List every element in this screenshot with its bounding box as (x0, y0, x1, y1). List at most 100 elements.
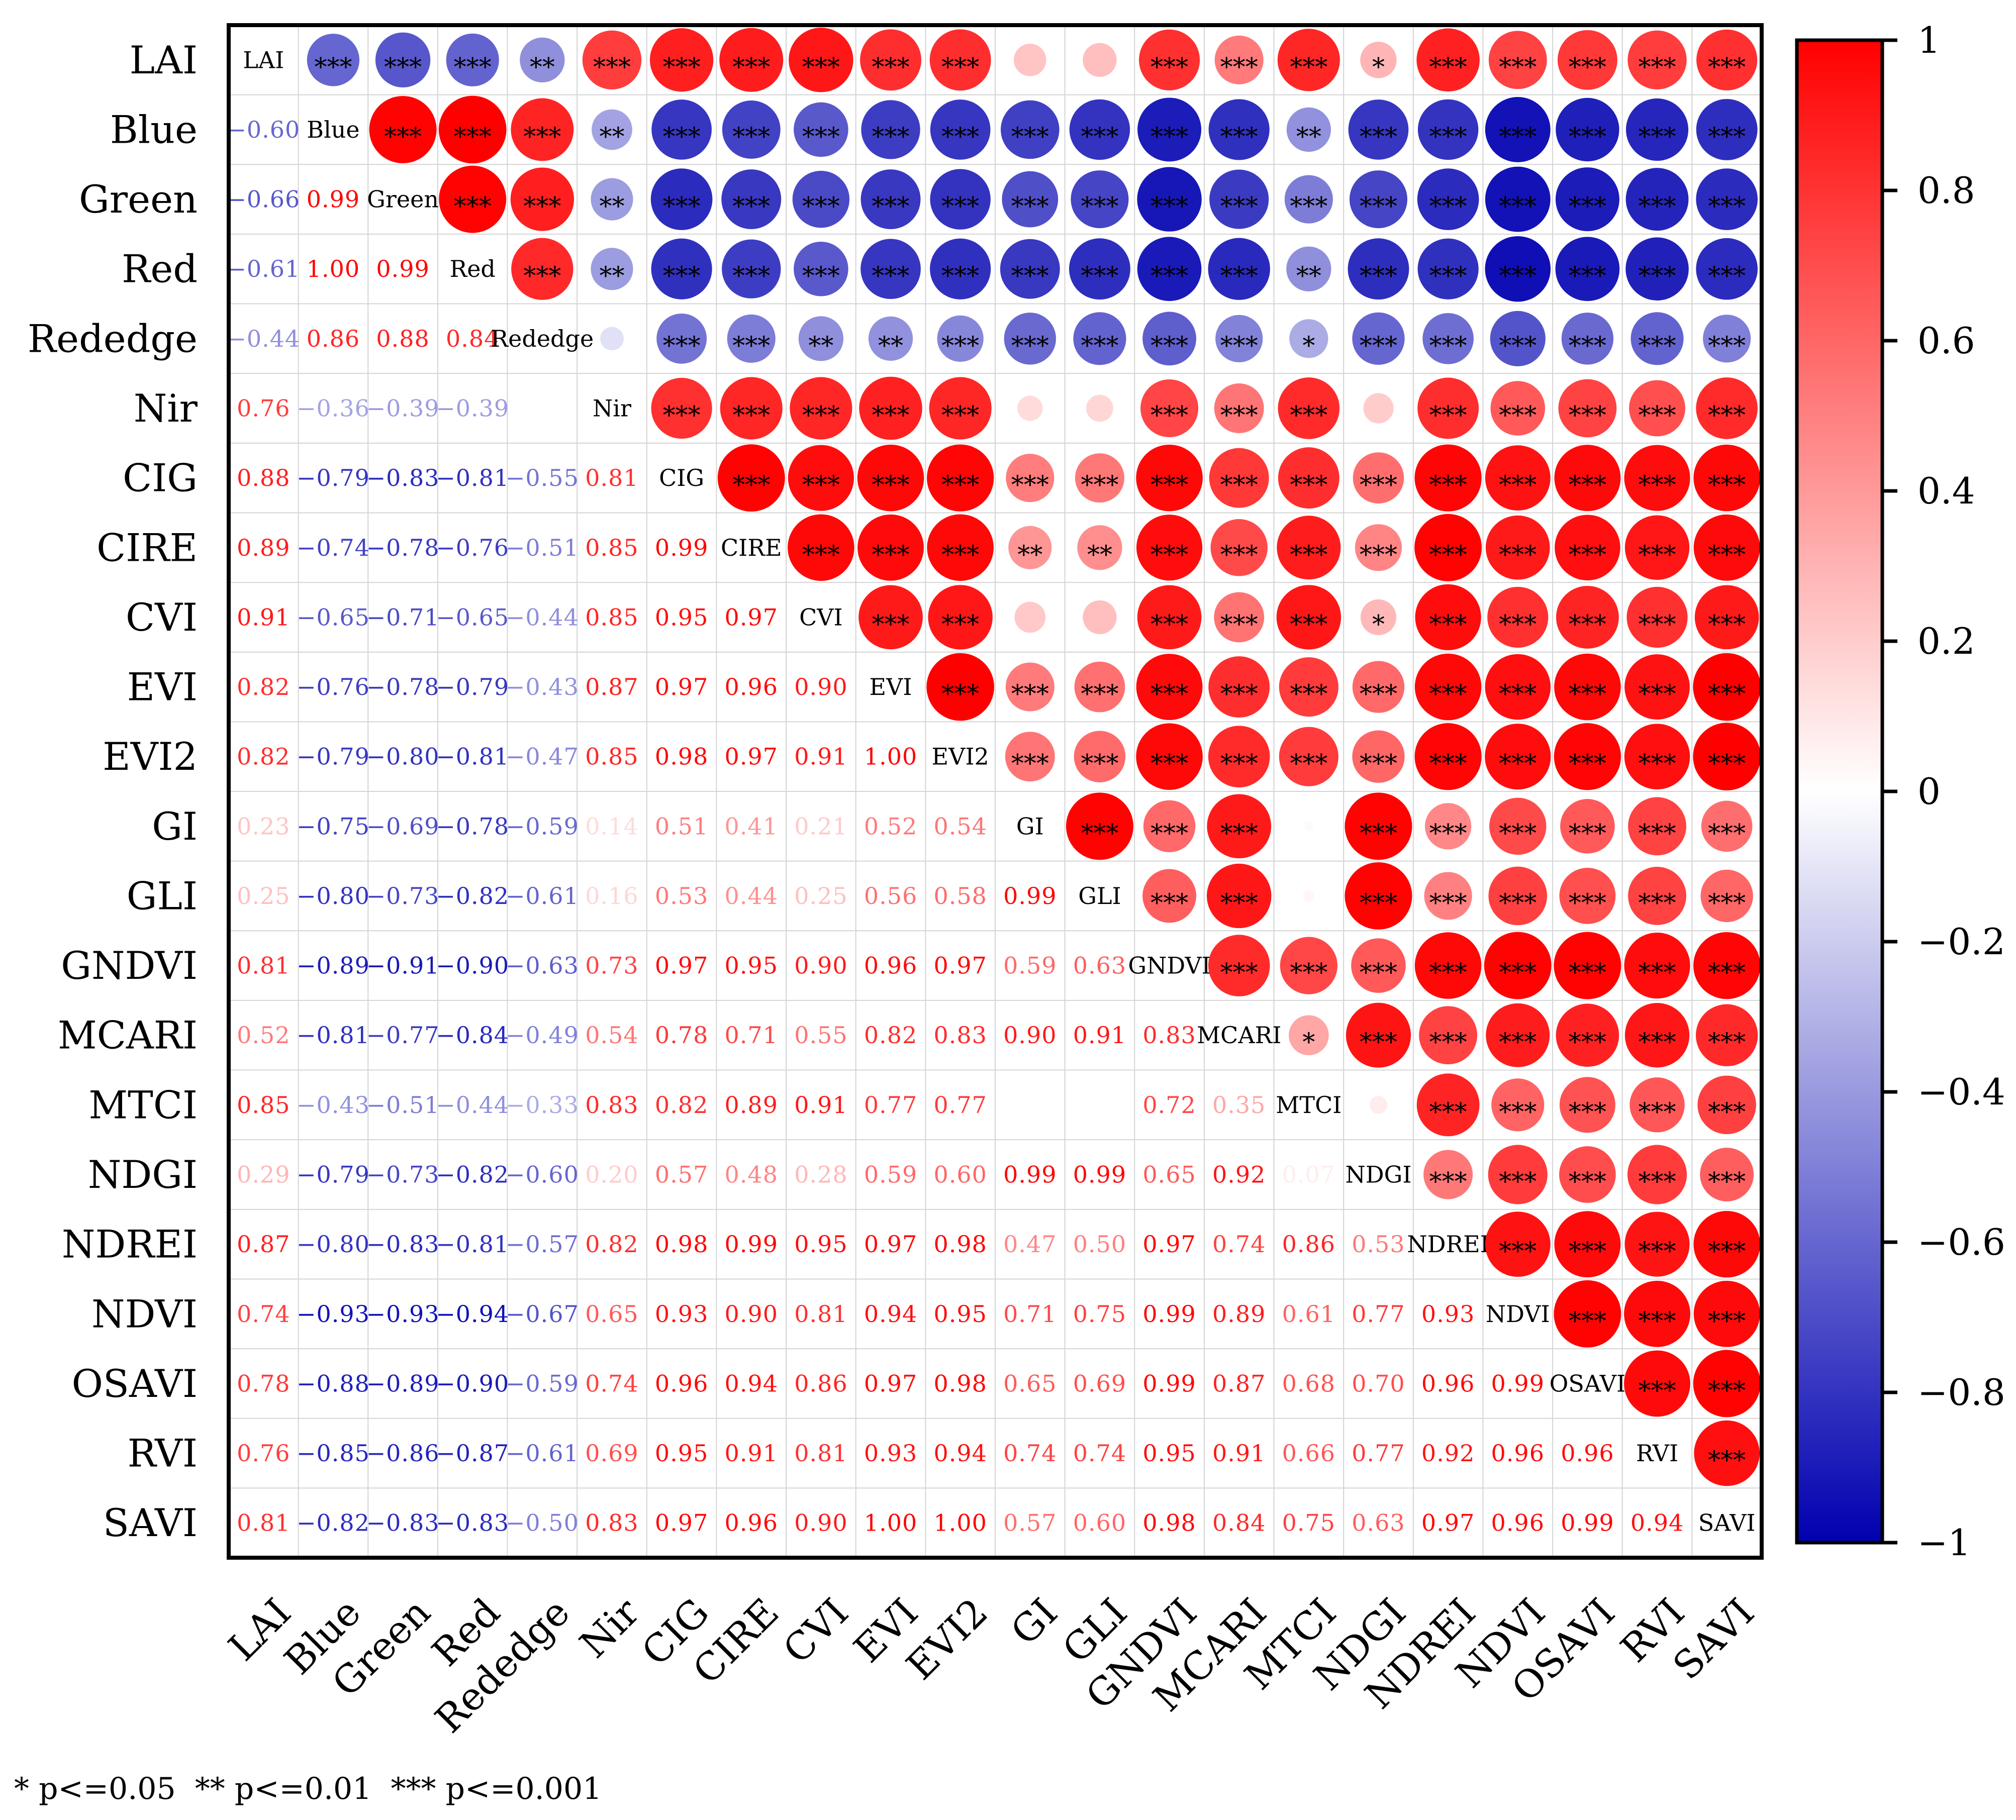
coefficient-label: 0.99 (725, 1231, 778, 1258)
column-label: EVI2 (898, 1590, 996, 1688)
coefficient-label: −0.93 (297, 1300, 370, 1328)
significance-stars: *** (1429, 401, 1467, 430)
correlation-circle (1286, 246, 1331, 291)
significance-stars: *** (1569, 540, 1606, 569)
coefficient-label: 0.95 (655, 603, 708, 631)
colorbar-tick-label: 0.6 (1917, 320, 1975, 362)
correlation-circle (794, 241, 848, 296)
significance-stars: *** (1220, 470, 1258, 499)
significance-stars: *** (1569, 1028, 1606, 1057)
significance-stars: *** (732, 261, 770, 290)
significance-stars: *** (1499, 470, 1537, 499)
coefficient-label: 0.94 (933, 1440, 987, 1467)
correlation-circle (1693, 1350, 1761, 1418)
correlation-circle (1086, 394, 1113, 422)
correlation-circle (1624, 932, 1690, 999)
significance-stars: *** (1150, 819, 1188, 848)
correlation-circle (1414, 653, 1482, 721)
correlation-circle (1424, 872, 1472, 920)
colorbar-tick-label: 0.4 (1917, 470, 1975, 512)
correlation-circle (520, 37, 565, 82)
correlation-circle (1485, 166, 1551, 232)
colorbar-tick-label: −0.4 (1917, 1071, 2005, 1113)
significance-stars: *** (1569, 331, 1606, 360)
correlation-circle (1554, 932, 1621, 999)
correlation-circle (1693, 653, 1761, 721)
significance-stars: *** (941, 401, 979, 430)
coefficient-label: −0.57 (506, 1231, 579, 1258)
coefficient-label: 0.54 (585, 1022, 638, 1049)
coefficient-label: 0.60 (1073, 1509, 1126, 1537)
significance-stars: *** (1708, 1376, 1746, 1405)
coefficient-label: 0.92 (1421, 1440, 1475, 1467)
significance-stars: *** (1708, 1028, 1746, 1057)
correlation-circle (1485, 445, 1551, 511)
correlation-circle (1696, 29, 1758, 90)
coefficient-label: 1.00 (864, 1509, 917, 1537)
coefficient-label: −0.94 (436, 1300, 509, 1328)
significance-stars: *** (802, 122, 840, 151)
correlation-circle (1278, 377, 1340, 439)
significance-stars: *** (1708, 1306, 1746, 1336)
correlation-circle (792, 170, 850, 228)
significance-stars: *** (523, 122, 561, 151)
correlation-circle (1006, 454, 1054, 502)
row-label: MTCI (88, 1082, 198, 1127)
significance-stars: *** (1569, 1306, 1606, 1336)
significance-stars: *** (1569, 749, 1606, 778)
significance-stars: *** (663, 192, 701, 221)
correlation-circle (1554, 723, 1621, 790)
significance-stars: *** (1081, 192, 1118, 221)
significance-stars: *** (1220, 261, 1258, 290)
coefficient-label: −0.77 (366, 1022, 440, 1049)
significance-stars: *** (872, 122, 910, 151)
coefficient-label: 0.53 (655, 882, 708, 909)
coefficient-label: 1.00 (933, 1509, 987, 1537)
coefficient-label: 0.88 (376, 325, 429, 352)
significance-stars: *** (663, 52, 701, 81)
coefficient-label: 0.55 (794, 1022, 847, 1049)
coefficient-label: 0.81 (585, 464, 638, 491)
matrix-frame (227, 23, 1764, 1560)
correlation-circle (1416, 1073, 1480, 1137)
coefficient-label: 0.87 (1212, 1370, 1266, 1397)
significance-stars: ** (600, 261, 625, 290)
significance-stars: *** (1081, 819, 1118, 848)
correlation-circle (582, 30, 642, 90)
correlation-circle (439, 165, 507, 233)
coefficient-label: −0.79 (436, 673, 509, 700)
coefficient-label: 0.98 (933, 1231, 987, 1258)
significance-stars: *** (1499, 819, 1537, 848)
correlation-circle (727, 314, 776, 363)
coefficient-label: −0.83 (366, 1231, 440, 1258)
significance-stars: *** (1639, 192, 1676, 221)
diagonal-label: NDVI (1486, 1300, 1550, 1328)
correlation-circle (1556, 1003, 1619, 1067)
coefficient-label: 0.65 (1003, 1370, 1057, 1397)
diagonal-label: EVI2 (932, 743, 989, 770)
significance-stars: *** (1290, 192, 1327, 221)
correlation-circle (1694, 585, 1759, 650)
significance-stars: *** (1569, 958, 1606, 987)
coefficient-label: 0.85 (585, 534, 638, 561)
correlation-circle (1348, 99, 1409, 160)
coefficient-label: −0.82 (436, 882, 509, 909)
correlation-circle (1624, 515, 1690, 580)
coefficient-label: 0.81 (237, 952, 290, 979)
row-label: OSAVI (72, 1361, 198, 1406)
coefficient-label: 0.97 (655, 1509, 708, 1537)
coefficient-label: −0.90 (436, 1370, 509, 1397)
correlation-circle (1561, 313, 1614, 365)
coefficient-label: 0.91 (794, 1091, 847, 1119)
significance-stars: *** (663, 261, 701, 290)
correlation-circle (1555, 515, 1620, 581)
significance-stars: *** (1360, 958, 1397, 987)
correlation-circle (438, 95, 507, 164)
coefficient-label: 0.87 (585, 673, 638, 700)
coefficient-label: −0.44 (436, 1091, 509, 1119)
coefficient-label: 0.84 (446, 325, 499, 352)
significance-stars: *** (732, 192, 770, 221)
significance-stars: *** (1150, 470, 1188, 499)
correlation-circle (1629, 1077, 1685, 1133)
coefficient-label: 0.96 (1491, 1440, 1545, 1467)
